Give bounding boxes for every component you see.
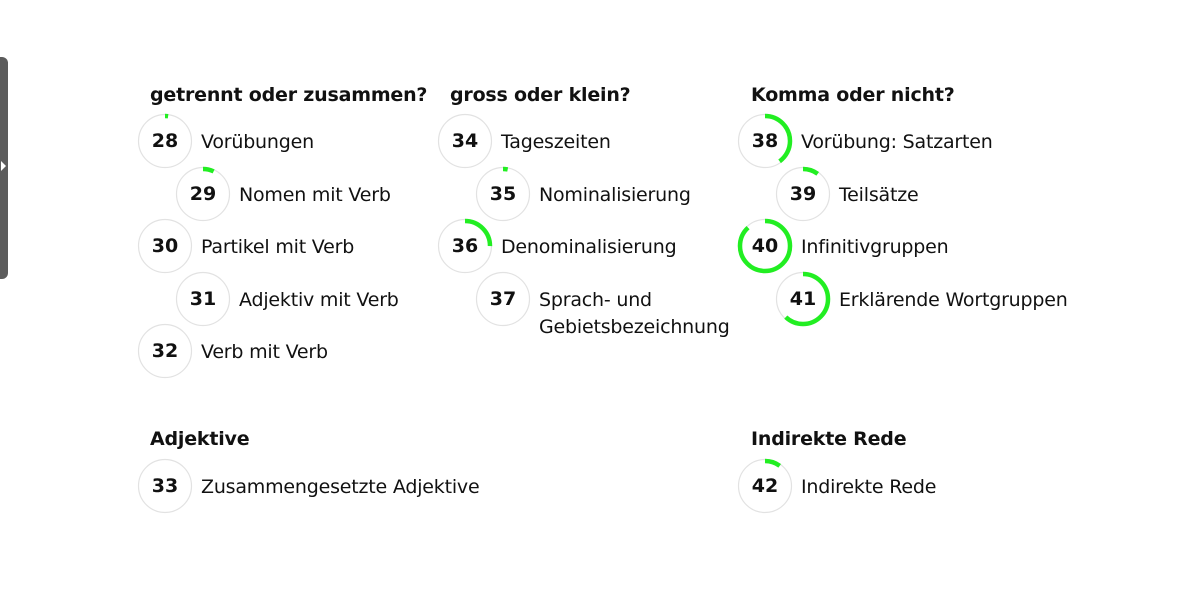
- exercise-number: 32: [151, 340, 179, 362]
- exercise-label: Denominalisierung: [501, 236, 677, 258]
- progress-ring: [475, 271, 531, 327]
- exercise-label: Erklärende Wortgruppen: [839, 289, 1068, 311]
- exercise-number: 30: [151, 235, 179, 257]
- progress-track: [475, 271, 531, 327]
- progress-arc: [775, 166, 831, 222]
- progress-ring: [137, 113, 193, 169]
- exercise-label: Verb mit Verb: [201, 341, 328, 363]
- exercise-label: Indirekte Rede: [801, 476, 937, 498]
- exercise-label: Vorübung: Satzarten: [801, 131, 993, 153]
- section-title: Indirekte Rede: [751, 428, 907, 450]
- progress-ring: [475, 166, 531, 222]
- exercise-label: Nominalisierung: [539, 184, 691, 206]
- progress-ring: [137, 218, 193, 274]
- exercise-label: Sprach- und Gebietsbezeichnung: [539, 289, 730, 338]
- sidebar-toggle[interactable]: [0, 57, 8, 279]
- progress-track: [137, 218, 193, 274]
- progress-ring: [175, 166, 231, 222]
- progress-ring: [737, 113, 793, 169]
- progress-arc: [475, 166, 531, 222]
- exercise-label: Adjektiv mit Verb: [239, 289, 399, 311]
- progress-track: [137, 458, 193, 514]
- progress-arc: [737, 113, 793, 169]
- progress-ring: [137, 458, 193, 514]
- exercise-number: 37: [489, 288, 517, 310]
- progress-ring: [775, 271, 831, 327]
- exercise-number: 40: [751, 235, 779, 257]
- exercise-number: 31: [189, 288, 217, 310]
- section-title: Komma oder nicht?: [751, 84, 955, 106]
- exercise-number: 29: [189, 183, 217, 205]
- exercise-label: Teilsätze: [839, 184, 919, 206]
- progress-arc: [137, 113, 193, 169]
- progress-arc: [775, 271, 831, 327]
- progress-ring: [437, 113, 493, 169]
- exercise-label: Infinitivgruppen: [801, 236, 949, 258]
- exercise-number: 35: [489, 183, 517, 205]
- exercise-label: Nomen mit Verb: [239, 184, 391, 206]
- progress-arc: [737, 458, 793, 514]
- section-title: Adjektive: [150, 428, 250, 450]
- progress-arc: [437, 218, 493, 274]
- exercise-number: 34: [451, 130, 479, 152]
- exercise-number: 33: [151, 475, 179, 497]
- exercise-number: 42: [751, 475, 779, 497]
- section-title: gross oder klein?: [450, 84, 631, 106]
- exercise-label: Vorübungen: [201, 131, 314, 153]
- exercise-label: Tageszeiten: [501, 131, 611, 153]
- progress-ring: [775, 166, 831, 222]
- section-title: getrennt oder zusammen?: [150, 84, 428, 106]
- progress-arc: [175, 166, 231, 222]
- progress-ring: [137, 323, 193, 379]
- progress-ring: [437, 218, 493, 274]
- progress-track: [137, 323, 193, 379]
- exercise-number: 38: [751, 130, 779, 152]
- triangle-right-icon: [1, 161, 6, 171]
- exercise-label: Zusammengesetzte Adjektive: [201, 476, 480, 498]
- exercise-number: 39: [789, 183, 817, 205]
- progress-track: [437, 113, 493, 169]
- progress-arc: [737, 218, 793, 274]
- progress-ring: [737, 458, 793, 514]
- progress-track: [175, 271, 231, 327]
- progress-ring: [737, 218, 793, 274]
- progress-ring: [175, 271, 231, 327]
- exercise-number: 28: [151, 130, 179, 152]
- exercise-number: 41: [789, 288, 817, 310]
- exercise-label: Partikel mit Verb: [201, 236, 355, 258]
- exercise-number: 36: [451, 235, 479, 257]
